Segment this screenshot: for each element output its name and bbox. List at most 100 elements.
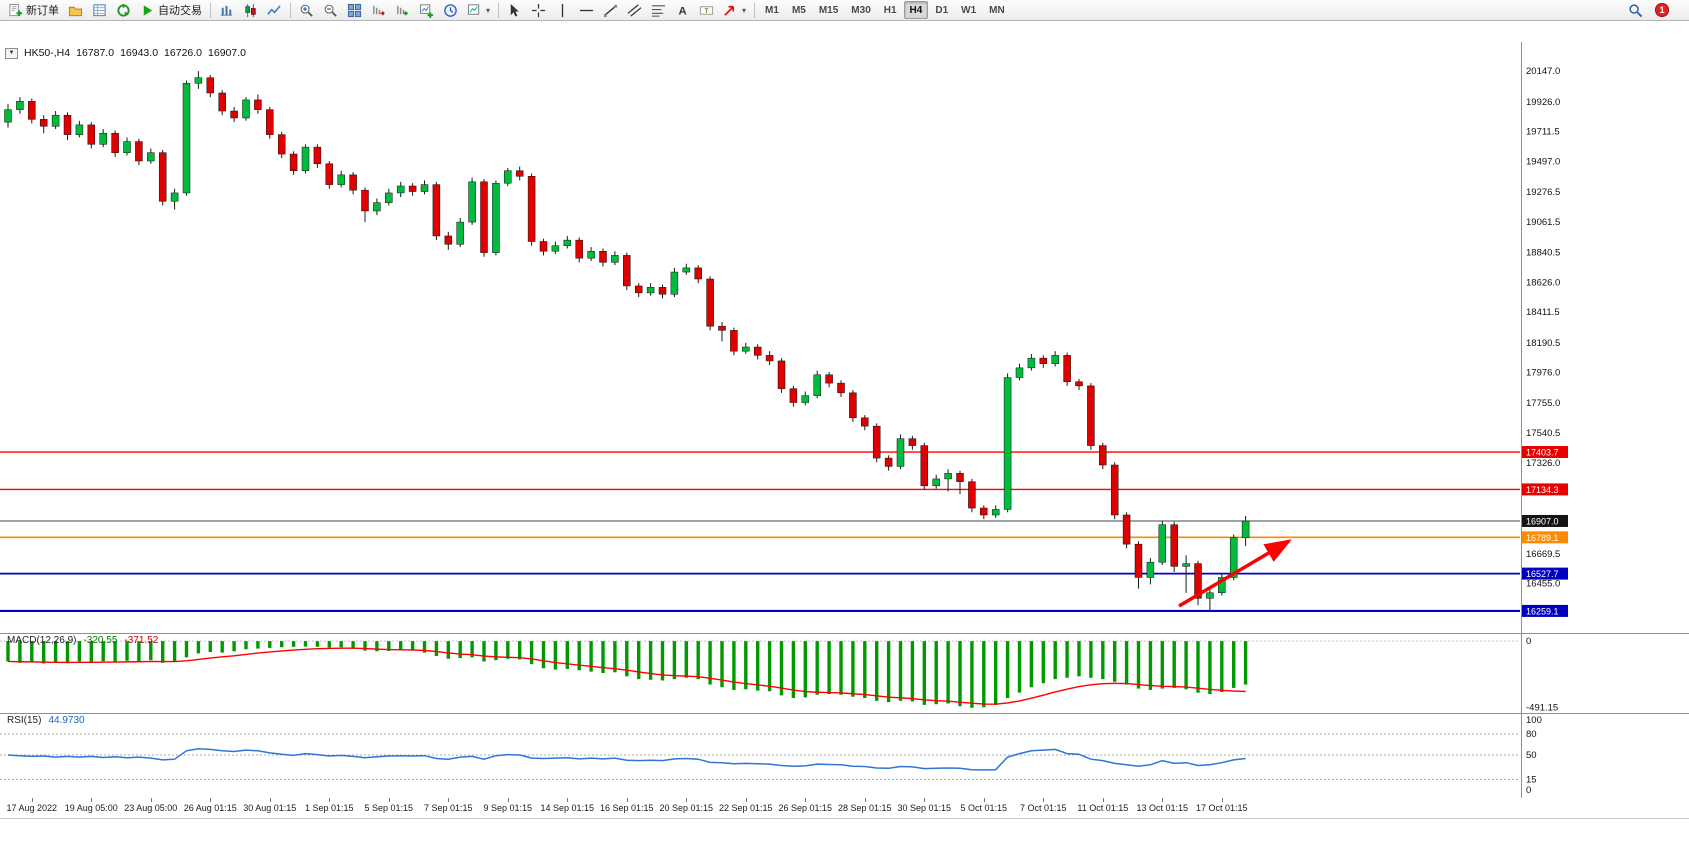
toolbar-separator — [290, 2, 291, 18]
svg-text:19711.5: 19711.5 — [1526, 127, 1560, 138]
text-label-icon: T — [699, 5, 714, 14]
timeframe-button-m15[interactable]: M15 — [818, 4, 839, 16]
period-button[interactable] — [439, 1, 462, 20]
new-chart-icon — [419, 3, 434, 18]
time-axis-label: 26 Aug 01:15 — [183, 803, 237, 813]
time-axis-tick — [91, 798, 93, 802]
cursor-button[interactable] — [503, 1, 526, 20]
svg-text:T: T — [705, 7, 709, 14]
time-axis-tick — [269, 798, 271, 802]
horizontal-line-button[interactable] — [575, 1, 598, 20]
chart-candles-button[interactable] — [239, 1, 262, 20]
text-button[interactable]: A — [671, 1, 694, 20]
high-value: 16943.0 — [120, 47, 159, 59]
time-axis-tick — [983, 798, 985, 802]
new-order-button[interactable]: 新订单 — [4, 1, 63, 20]
crosshair-icon — [531, 3, 546, 17]
vertical-line-button[interactable] — [551, 1, 574, 20]
time-axis-label: 30 Sep 01:15 — [897, 803, 952, 813]
rsi-name: RSI(15) — [7, 715, 42, 726]
svg-text:18411.5: 18411.5 — [1526, 307, 1560, 318]
svg-text:-491.15: -491.15 — [1526, 703, 1558, 714]
timeframe-button-d1[interactable]: D1 — [935, 4, 949, 16]
macd-signal-line — [7, 647, 1246, 705]
crosshair-button[interactable] — [527, 1, 550, 20]
trendline-icon — [603, 4, 618, 17]
time-axis-tick — [388, 798, 390, 802]
time-axis-label: 23 Aug 05:00 — [124, 803, 178, 813]
time-axis-tick — [924, 798, 926, 802]
toolbar-right: 1 — [1624, 1, 1669, 20]
svg-text:16527.7: 16527.7 — [1526, 569, 1559, 579]
rsi-axis-labels: 100 80 50 150 — [1526, 715, 1542, 796]
macd-histogram — [6, 641, 1248, 708]
text-label-button[interactable]: T — [695, 1, 718, 20]
autotrading-button[interactable]: 自动交易 — [136, 1, 206, 20]
templates-button[interactable]: ▾ — [463, 1, 494, 20]
time-axis-label: 1 Sep 01:15 — [305, 803, 354, 813]
clock-icon — [444, 3, 457, 17]
collapse-ohlc-button[interactable]: ▼ — [5, 47, 18, 59]
timeframe-button-h1[interactable]: H1 — [883, 4, 897, 16]
horizontal-price-lines[interactable] — [0, 451, 1520, 613]
panel-separator[interactable] — [0, 713, 1689, 714]
time-axis-label: 26 Sep 01:15 — [778, 803, 833, 813]
svg-text:18840.5: 18840.5 — [1526, 248, 1560, 259]
new-chart-button[interactable] — [415, 1, 438, 20]
timeframe-button-w1[interactable]: W1 — [961, 4, 977, 16]
market-watch-button[interactable] — [88, 1, 111, 20]
timeframe-button-m30[interactable]: M30 — [851, 4, 871, 16]
rsi-indicator-panel: 100 80 50 150 — [0, 715, 1542, 796]
notification-badge[interactable]: 1 — [1655, 3, 1669, 17]
cursor-icon — [510, 3, 519, 17]
symbol-period-label: HK50-,H4 — [24, 47, 71, 59]
svg-text:17976.0: 17976.0 — [1526, 368, 1560, 379]
timeframe-button-m5[interactable]: M5 — [791, 4, 806, 16]
fibonacci-button[interactable] — [647, 1, 670, 20]
collapse-icon: ▼ — [8, 50, 15, 56]
zoom-out-button[interactable] — [319, 1, 342, 20]
time-axis-label: 19 Aug 05:00 — [64, 803, 118, 813]
trend-arrow-annotation[interactable] — [1178, 539, 1292, 608]
time-axis-label: 5 Oct 01:15 — [960, 803, 1008, 813]
time-axis-label: 30 Aug 01:15 — [243, 803, 297, 813]
toolbar-separator — [754, 2, 756, 18]
svg-text:19061.5: 19061.5 — [1526, 217, 1560, 228]
svg-text:17540.5: 17540.5 — [1526, 428, 1560, 439]
dropdown-caret-icon: ▾ — [486, 5, 491, 15]
chart-bars-button[interactable] — [215, 1, 238, 20]
search-icon — [1629, 3, 1643, 17]
panel-separator[interactable] — [0, 633, 1689, 634]
arrows-button[interactable]: ▾ — [719, 1, 750, 20]
rsi-label: RSI(15) 44.9730 — [7, 715, 85, 726]
search-button[interactable] — [1624, 1, 1647, 20]
svg-text:15: 15 — [1526, 775, 1537, 786]
auto-scroll-button[interactable] — [367, 1, 390, 20]
channel-button[interactable] — [623, 1, 646, 20]
new-order-label: 新订单 — [26, 5, 59, 17]
svg-text:17134.3: 17134.3 — [1526, 485, 1559, 495]
trendline-button[interactable] — [599, 1, 622, 20]
timeframe-button-h4[interactable]: H4 — [903, 1, 929, 19]
chart-area: ▼ HK50-,H4 16787.0 16943.0 16726.0 16907… — [0, 21, 1689, 819]
navigator-button[interactable] — [112, 1, 135, 20]
timeframe-button-m1[interactable]: M1 — [765, 4, 779, 16]
arrow-objects-icon — [724, 5, 735, 16]
price-axis-border — [1521, 42, 1522, 818]
svg-text:100: 100 — [1526, 715, 1542, 726]
autotrading-play-icon — [143, 4, 153, 16]
timeframe-button-mn[interactable]: MN — [989, 4, 1005, 16]
svg-text:19497.0: 19497.0 — [1526, 156, 1560, 167]
tile-windows-button[interactable] — [343, 1, 366, 20]
profiles-button[interactable] — [64, 1, 87, 20]
market-watch-icon — [93, 3, 106, 16]
svg-text:A: A — [678, 5, 686, 17]
zoom-in-button[interactable] — [295, 1, 318, 20]
time-axis-tick — [507, 798, 509, 802]
time-axis[interactable]: 17 Aug 2022 19 Aug 05:00 23 Aug 05:00 26 Au… — [0, 798, 1689, 818]
chart-shift-button[interactable] — [391, 1, 414, 20]
time-axis-label: 5 Sep 01:15 — [364, 803, 414, 813]
chart-line-button[interactable] — [263, 1, 286, 20]
dropdown-caret-icon: ▾ — [742, 5, 747, 15]
svg-text:17326.0: 17326.0 — [1526, 458, 1560, 469]
